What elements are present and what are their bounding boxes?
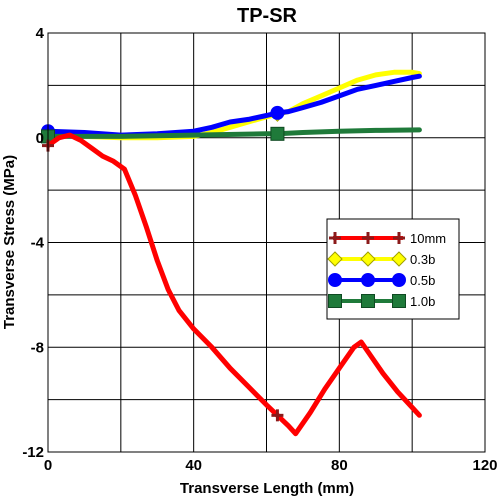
legend-marker: [360, 251, 376, 267]
legend-marker: [391, 251, 407, 267]
legend-marker: [327, 251, 343, 267]
legend-marker: [393, 232, 405, 244]
legend-label: 0.3b: [410, 252, 435, 267]
y-tick-label: 4: [36, 25, 45, 42]
series-marker-0.5b: [270, 105, 285, 120]
legend-entry: 0.5b: [328, 273, 435, 288]
legend-entry: 10mm: [329, 231, 446, 246]
legend-entry: 0.3b: [327, 251, 435, 267]
plot-frame: [47, 32, 486, 453]
series-line-10mm: [45, 132, 422, 437]
series-line-0.3b: [45, 69, 422, 141]
x-tick-label: 0: [44, 457, 52, 474]
y-axis-label: Transverse Stress (MPa): [1, 155, 18, 329]
legend-marker: [392, 294, 406, 308]
x-tick-label: 40: [185, 457, 202, 474]
x-tick-label: 80: [331, 457, 348, 474]
legend-marker: [362, 232, 374, 244]
series-layer: [40, 69, 422, 437]
y-tick-label: -8: [31, 339, 44, 356]
y-tick-label: -12: [22, 444, 44, 461]
legend-marker: [329, 232, 341, 244]
x-tick-label: 120: [472, 457, 497, 474]
y-tick-label: -4: [31, 235, 45, 252]
series-marker-1.0b: [270, 126, 285, 141]
legend-label: 1.0b: [410, 294, 435, 309]
legend-marker: [361, 294, 375, 308]
legend-marker: [328, 294, 342, 308]
legend-marker: [392, 273, 406, 287]
chart-title: TP-SR: [237, 5, 298, 27]
y-tick-label: 0: [36, 130, 44, 147]
series-marker-10mm: [271, 409, 284, 422]
legend: 10mm 0.3b 0.5b 1.0b: [326, 218, 460, 320]
legend-marker: [328, 273, 342, 287]
legend-label: 10mm: [410, 231, 446, 246]
x-axis-label: Transverse Length (mm): [180, 480, 354, 497]
legend-marker: [361, 273, 375, 287]
legend-label: 0.5b: [410, 273, 435, 288]
legend-entry: 1.0b: [328, 294, 435, 309]
